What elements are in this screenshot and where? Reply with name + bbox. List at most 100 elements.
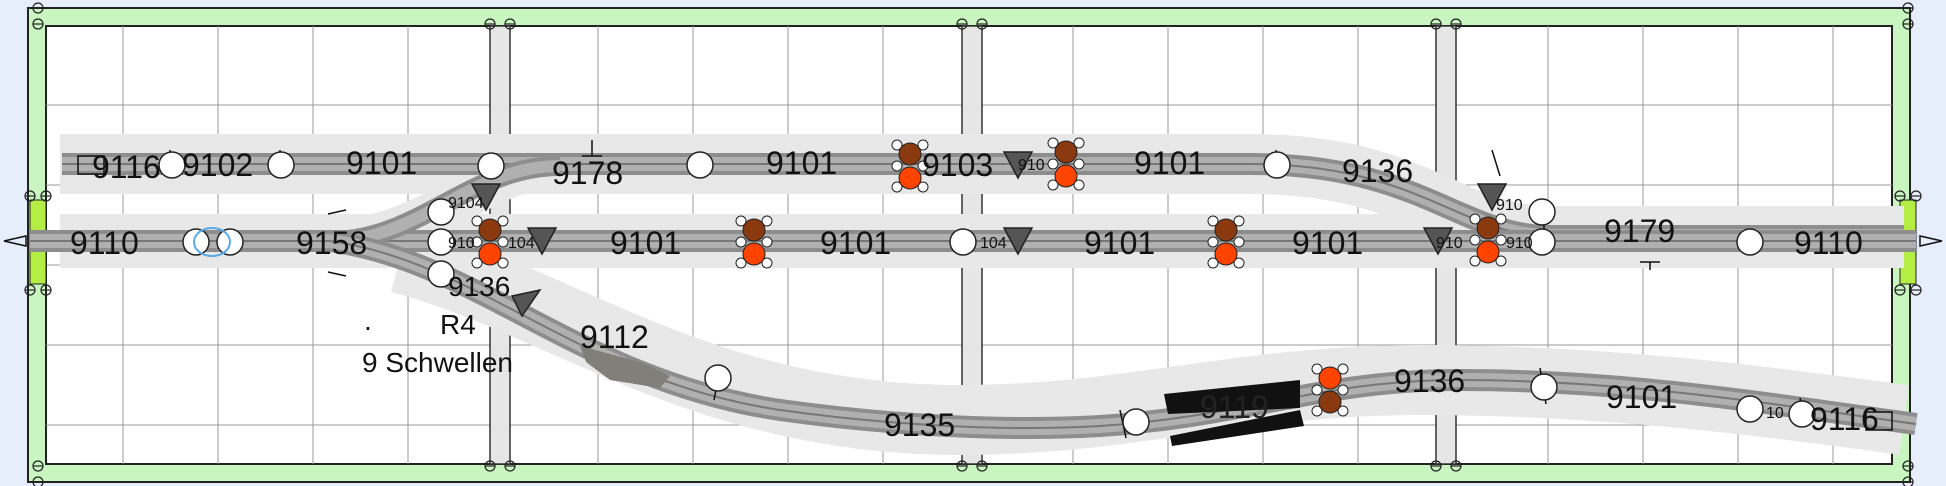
signal-dot	[1337, 405, 1349, 417]
label-9101-bottom: 9101	[1606, 379, 1677, 415]
signal-lamp	[1476, 216, 1500, 240]
label-9101-mid-3: 9101	[1084, 225, 1155, 261]
label-9135: 9135	[884, 407, 955, 443]
signal-lamp	[898, 166, 922, 190]
label-9103: 9103	[922, 147, 993, 183]
label-9101-mid-1: 9101	[610, 225, 681, 261]
signals-layer	[471, 137, 1507, 417]
label-104-small-2: 104	[980, 235, 1007, 252]
label-9101-mid-4: 9101	[1292, 225, 1363, 261]
label-9116-top: 9116	[92, 149, 161, 185]
signal-dot	[1207, 215, 1219, 227]
signal-dot	[1469, 213, 1481, 225]
signal-dot	[761, 236, 773, 248]
signal-dot	[1311, 363, 1323, 375]
label-r4: R4	[440, 309, 476, 340]
signal-dot	[497, 257, 509, 269]
label-10-small: 10	[1766, 405, 1784, 422]
label-9104-small: 9104	[448, 195, 484, 212]
track-joints	[158, 151, 1816, 436]
signal	[891, 139, 929, 193]
signal-lamp	[1054, 164, 1078, 188]
signal-dot	[1469, 234, 1481, 246]
track-shadow-block	[580, 346, 670, 388]
label-9101-top-3: 9101	[1134, 145, 1205, 181]
label-910-top-small-2: 910	[1496, 197, 1523, 214]
crossing-9119	[1164, 380, 1304, 446]
track-labels: 9116 9102 9101 9178 9101 9103 910 9101 9…	[70, 145, 1879, 443]
label-9136-bottom: 9136	[1394, 363, 1465, 399]
signal-dot	[917, 139, 929, 151]
signal-dot	[1337, 363, 1349, 375]
signal-dot	[471, 257, 483, 269]
label-9116-bottom: 9116	[1810, 401, 1879, 437]
signal-dot	[497, 236, 509, 248]
label-104-small: 104	[508, 235, 535, 252]
label-9102: 9102	[182, 147, 253, 183]
signal	[1047, 137, 1085, 191]
label-9158: 9158	[296, 225, 367, 261]
label-schwellen: 9 Schwellen	[362, 347, 513, 378]
signal-dot	[1047, 137, 1059, 149]
signal-lamp	[478, 242, 502, 266]
signal-dot	[497, 215, 509, 227]
label-9136-low: 9136	[448, 271, 510, 302]
signal-lamp	[1476, 240, 1500, 264]
signal-dot	[761, 257, 773, 269]
signal-dot	[1073, 158, 1085, 170]
signal	[1469, 213, 1507, 267]
signal-dot	[1495, 234, 1507, 246]
label-9178: 9178	[552, 155, 623, 191]
label-9101-top-2: 9101	[766, 145, 837, 181]
signal-dot	[1495, 213, 1507, 225]
signal-dot	[1337, 384, 1349, 396]
label-9101-mid-2: 9101	[820, 225, 891, 261]
signal-dot	[735, 257, 747, 269]
label-9110-right: 9110	[1794, 225, 1863, 261]
label-910-mid-small: 910	[448, 235, 475, 252]
label-9110-left: 9110	[70, 225, 139, 261]
signal-dot	[917, 181, 929, 193]
signal-dot	[1233, 236, 1245, 248]
signal	[1207, 215, 1245, 269]
signal-dot	[1311, 384, 1323, 396]
signal-dot	[735, 236, 747, 248]
signal-dot	[917, 160, 929, 172]
label-9119: 9119	[1200, 389, 1269, 425]
signal-dot	[1311, 405, 1323, 417]
signal-dot	[471, 215, 483, 227]
signal-dot	[1495, 255, 1507, 267]
label-910-mid-small-3: 910	[1506, 235, 1533, 252]
signal-lamp	[478, 218, 502, 242]
signal-dot	[471, 236, 483, 248]
signal-dot	[1073, 179, 1085, 191]
signal	[735, 215, 773, 269]
signal-dot	[1233, 257, 1245, 269]
signal-dot	[735, 215, 747, 227]
signal	[1311, 363, 1349, 417]
signal-lamp	[1214, 242, 1238, 266]
label-910-top-small: 910	[1018, 157, 1045, 174]
signal-dot	[1073, 137, 1085, 149]
signal-dot	[891, 139, 903, 151]
signal-lamp	[1214, 218, 1238, 242]
signal	[471, 215, 509, 269]
signal-lamp	[1318, 390, 1342, 414]
label-9136-top: 9136	[1342, 153, 1413, 189]
label-9101-top-1: 9101	[346, 145, 417, 181]
direction-markers	[470, 151, 1508, 318]
signal-lamp	[1318, 366, 1342, 390]
signal-dot	[1207, 257, 1219, 269]
signal-lamp	[898, 142, 922, 166]
signal-dot	[761, 215, 773, 227]
signal-dot	[891, 160, 903, 172]
label-9179: 9179	[1604, 213, 1675, 249]
label-dot: .	[364, 305, 372, 336]
selected-joint-highlight	[193, 227, 231, 257]
signal-lamp	[1054, 140, 1078, 164]
label-910-mid-small-2: 910	[1436, 235, 1463, 252]
signal-lamp	[742, 242, 766, 266]
signal-dot	[891, 181, 903, 193]
frame-fasteners	[24, 2, 1922, 486]
